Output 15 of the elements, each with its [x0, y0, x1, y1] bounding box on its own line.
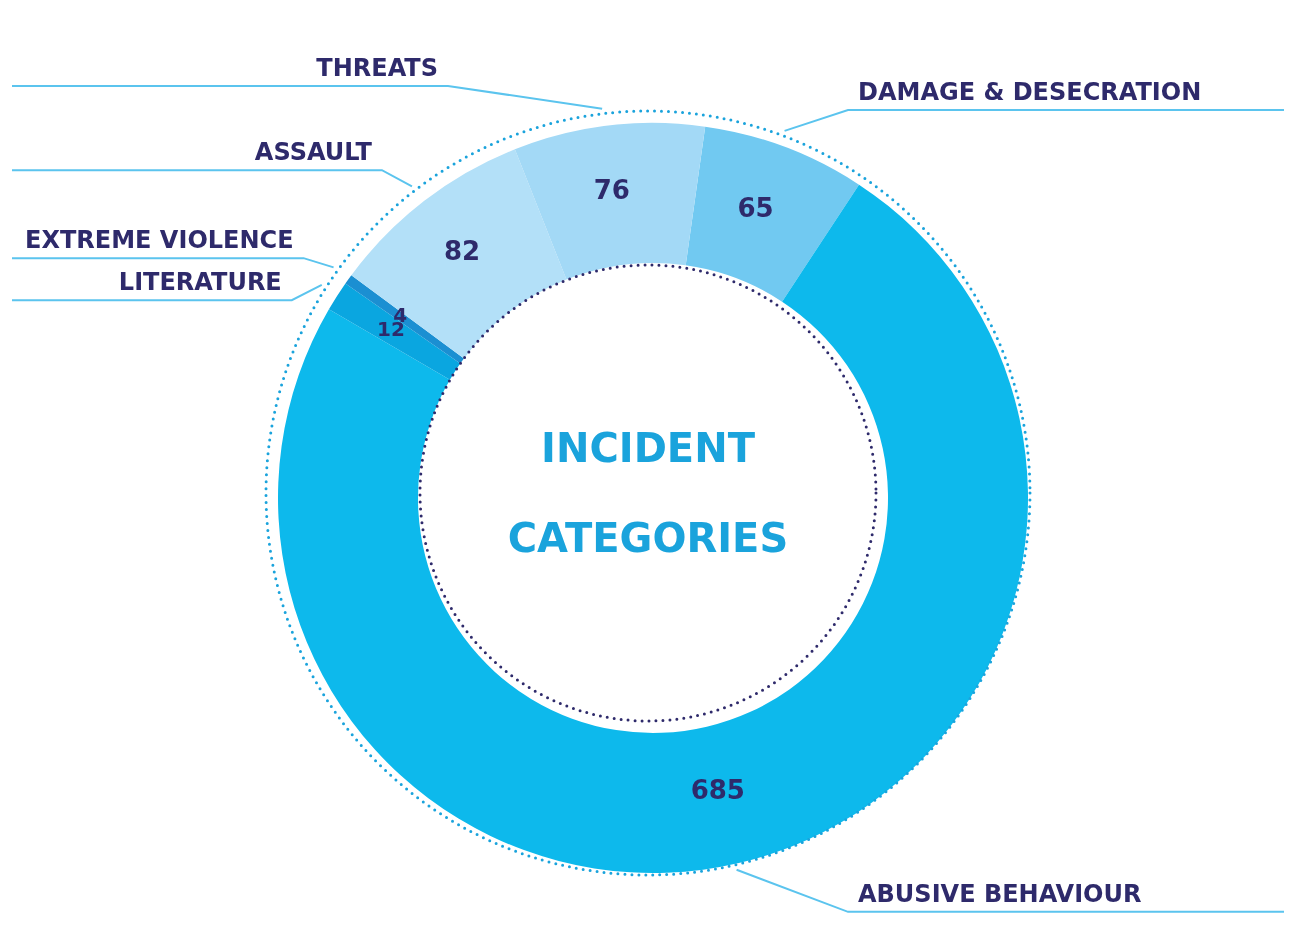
slice-label: DAMAGE & DESECRATION — [858, 78, 1202, 107]
data-label: 82 — [443, 236, 481, 267]
slice-label: EXTREME VIOLENCE — [25, 226, 294, 255]
donut-slice — [685, 126, 860, 302]
text: INCIDENT CATEGORIES — [506, 424, 790, 563]
donut-slice — [514, 123, 706, 280]
slice-label: LITERATURE — [118, 268, 282, 297]
donut-slice — [345, 275, 464, 364]
slice-label: ABUSIVE BEHAVIOUR — [858, 879, 1142, 908]
slice-label: ASSAULT — [254, 138, 373, 167]
donut-slice — [328, 283, 461, 380]
slice-label: THREATS — [316, 53, 438, 82]
data-label: 685 — [690, 774, 745, 805]
data-label: 76 — [593, 175, 630, 206]
data-label: 65 — [737, 192, 774, 223]
